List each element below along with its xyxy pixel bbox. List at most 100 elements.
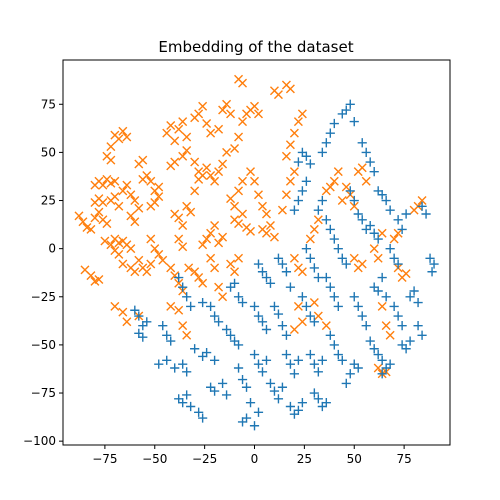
y-tick-label: 0 <box>48 242 56 256</box>
plus-marker-point <box>166 336 176 346</box>
x-marker-point <box>198 278 208 288</box>
plus-marker-point <box>345 186 355 196</box>
x-marker-point <box>170 157 180 167</box>
plus-marker-point <box>333 244 343 254</box>
plus-marker-point <box>329 234 339 244</box>
x-marker-point <box>261 228 271 238</box>
x-marker-point <box>250 176 259 186</box>
plus-marker-point <box>313 367 323 377</box>
x-marker-point <box>162 128 172 138</box>
plus-marker-point <box>265 278 276 288</box>
x-marker-point <box>254 190 263 200</box>
x-marker-point <box>202 234 212 244</box>
x-marker-point <box>106 155 116 165</box>
plus-marker-point <box>337 109 347 119</box>
x-marker-point <box>182 145 192 155</box>
plus-marker-point <box>377 355 387 365</box>
x-marker-point <box>166 301 176 311</box>
plus-marker-point <box>385 244 395 254</box>
plus-marker-point <box>194 407 204 417</box>
plus-marker-point <box>297 292 307 302</box>
x-marker-point <box>126 211 136 221</box>
x-marker-point <box>226 259 236 269</box>
plus-marker-point <box>337 355 347 365</box>
x-marker-point <box>214 282 224 292</box>
plus-marker-point <box>301 151 311 161</box>
plus-marker-point <box>210 355 220 365</box>
x-marker-point <box>238 209 248 219</box>
x-marker-point <box>78 217 88 227</box>
plus-marker-point <box>202 348 212 358</box>
x-marker-point <box>190 267 200 277</box>
plus-marker-point <box>249 349 260 360</box>
plus-marker-point <box>357 138 367 148</box>
plus-marker-point <box>198 297 208 308</box>
x-marker-point <box>150 197 160 207</box>
plus-marker-point <box>261 272 272 283</box>
plus-marker-point <box>182 292 192 302</box>
x-marker-point <box>178 321 188 331</box>
x-marker-point <box>246 226 256 236</box>
plus-marker-point <box>293 355 303 365</box>
plus-marker-point <box>325 282 335 292</box>
plus-marker-point <box>389 301 399 311</box>
x-marker-point <box>293 117 303 127</box>
x-marker-point <box>230 201 240 211</box>
x-marker-point <box>218 232 228 242</box>
plus-marker-point <box>206 301 216 311</box>
x-marker-point <box>234 219 244 229</box>
plus-marker-point <box>297 186 307 196</box>
plus-marker-point <box>186 301 196 311</box>
plus-marker-point <box>397 321 407 331</box>
plus-marker-point <box>317 401 327 412</box>
plus-marker-point <box>305 311 315 321</box>
x-marker-point <box>154 249 164 259</box>
plus-marker-point <box>206 382 216 392</box>
plus-marker-point <box>417 330 427 340</box>
x-marker-point <box>122 132 132 142</box>
x-marker-point <box>293 301 303 311</box>
plus-marker-point <box>186 401 196 412</box>
plus-marker-point <box>178 398 188 408</box>
plus-marker-point <box>389 253 399 263</box>
plot-area-frame <box>62 59 451 446</box>
x-marker-point <box>381 321 391 331</box>
x-marker-point <box>170 271 180 281</box>
plus-marker-point <box>210 386 220 396</box>
plus-marker-point <box>309 359 319 369</box>
x-marker-point <box>90 213 100 223</box>
plus-marker-point <box>174 272 184 283</box>
x-marker-point <box>226 109 236 119</box>
x-marker-point <box>297 109 307 119</box>
plus-marker-point <box>237 297 248 308</box>
plus-marker-point <box>225 282 236 292</box>
plus-marker-point <box>261 355 272 365</box>
plus-marker-point <box>373 349 383 360</box>
x-marker-point <box>210 176 220 186</box>
plus-marker-point <box>158 321 168 331</box>
x-marker-point <box>206 228 216 238</box>
x-marker-point <box>146 259 156 269</box>
x-marker-point <box>94 274 104 284</box>
x-marker-point <box>222 147 232 157</box>
plus-marker-point <box>341 378 351 388</box>
plus-marker-point <box>321 138 331 148</box>
chart-title: Embedding of the dataset <box>158 38 353 56</box>
plus-marker-point <box>345 369 355 379</box>
plus-marker-point <box>237 417 248 427</box>
plus-marker-point <box>385 359 395 369</box>
x-marker-point <box>361 176 371 186</box>
x-marker-point <box>178 117 188 127</box>
x-tick-label: 50 <box>347 452 362 466</box>
plus-marker-point <box>361 321 371 331</box>
plus-marker-point <box>138 321 148 331</box>
plus-marker-point <box>317 195 327 206</box>
x-marker-point <box>349 253 359 263</box>
x-marker-point <box>401 269 411 279</box>
plus-marker-point <box>253 311 264 321</box>
plus-marker-point <box>221 324 232 335</box>
plus-marker-point <box>301 176 311 186</box>
plus-marker-point <box>249 301 260 311</box>
x-marker-point <box>166 120 176 130</box>
plus-marker-point <box>357 215 367 225</box>
